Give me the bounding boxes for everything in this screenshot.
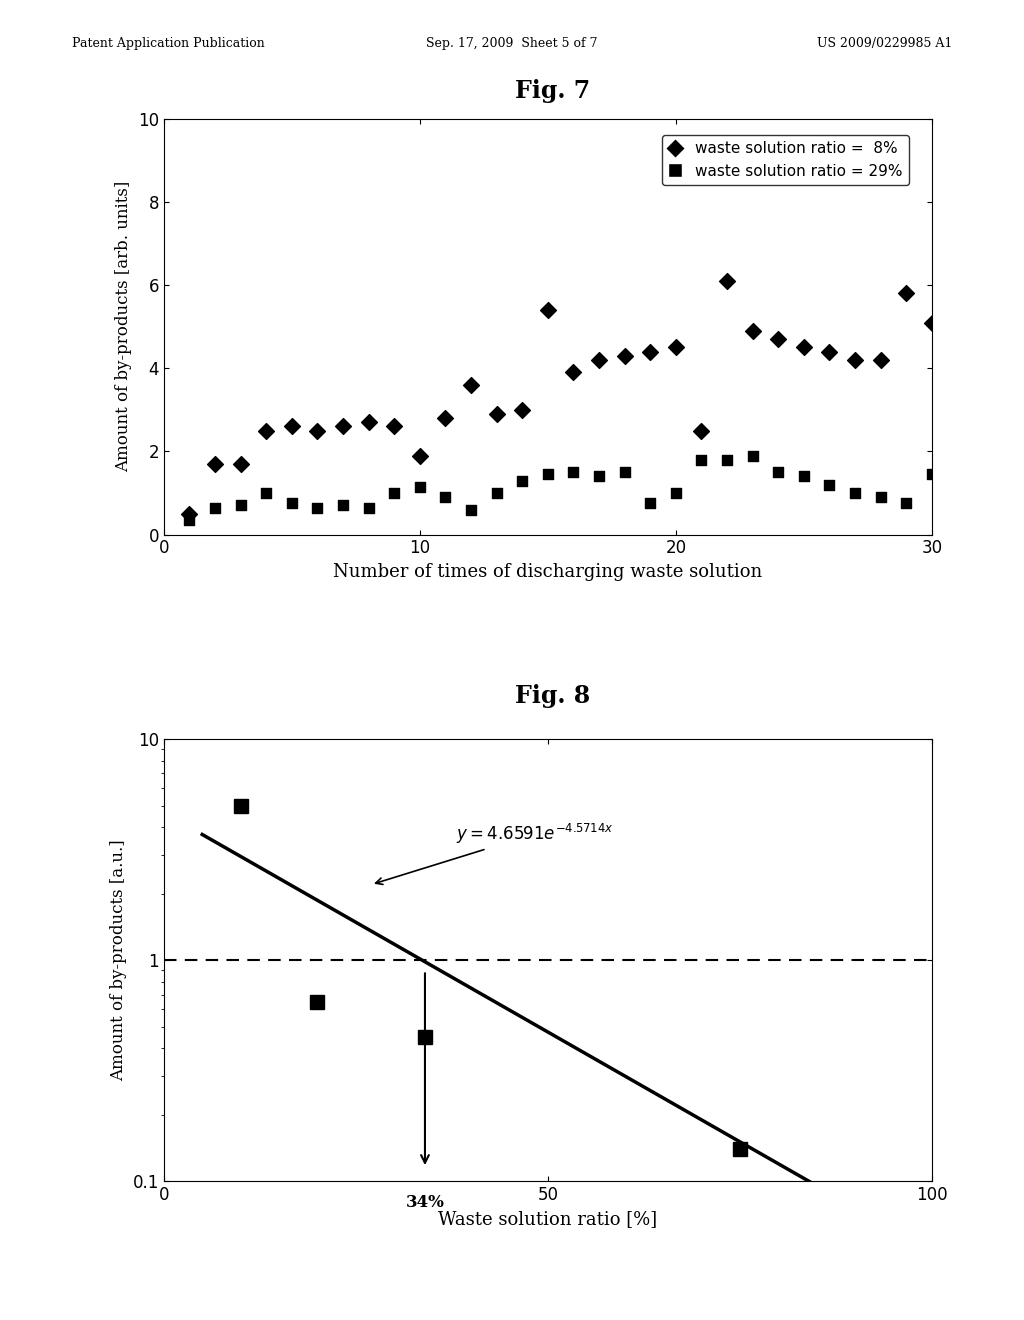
Point [744, 321, 761, 342]
Point [668, 337, 684, 358]
Point [463, 375, 479, 396]
Point [821, 474, 838, 495]
Point [898, 282, 914, 304]
Point [412, 477, 428, 498]
Point [540, 463, 556, 484]
Point [232, 495, 249, 516]
Point [770, 462, 786, 483]
Point [181, 503, 198, 524]
Point [437, 487, 454, 508]
Point [514, 470, 530, 491]
Point [258, 420, 274, 441]
Point [284, 492, 300, 513]
Point [284, 416, 300, 437]
Y-axis label: Amount of by-products [arb. units]: Amount of by-products [arb. units] [116, 181, 132, 473]
Point [437, 408, 454, 429]
Point [898, 492, 914, 513]
Point [207, 453, 223, 474]
Point [642, 341, 658, 362]
Point [744, 445, 761, 466]
Point [924, 463, 940, 484]
X-axis label: Waste solution ratio [%]: Waste solution ratio [%] [438, 1210, 657, 1228]
Text: Fig. 8: Fig. 8 [515, 684, 591, 708]
Point [821, 341, 838, 362]
Point [872, 487, 889, 508]
Point [616, 462, 633, 483]
Point [642, 492, 658, 513]
Point [514, 400, 530, 421]
Point [872, 350, 889, 371]
Point [207, 498, 223, 519]
Point [232, 453, 249, 474]
Point [386, 482, 402, 503]
Text: Patent Application Publication: Patent Application Publication [72, 37, 264, 50]
Point [719, 271, 735, 292]
Y-axis label: Amount of by-products [a.u.]: Amount of by-products [a.u.] [110, 840, 127, 1081]
Point [770, 329, 786, 350]
Point [616, 346, 633, 367]
Point [540, 300, 556, 321]
Point [565, 362, 582, 383]
Text: 34%: 34% [406, 1193, 444, 1210]
Point [309, 498, 326, 519]
Point [309, 420, 326, 441]
Point [693, 420, 710, 441]
Point [924, 312, 940, 333]
Point [258, 482, 274, 503]
Text: Sep. 17, 2009  Sheet 5 of 7: Sep. 17, 2009 Sheet 5 of 7 [426, 37, 598, 50]
Point [463, 499, 479, 520]
Point [181, 510, 198, 531]
Point [565, 462, 582, 483]
Point [591, 466, 607, 487]
Point [796, 466, 812, 487]
Point [335, 416, 351, 437]
Point [668, 482, 684, 503]
Point [719, 449, 735, 470]
Point [847, 350, 863, 371]
Point [693, 449, 710, 470]
Text: US 2009/0229985 A1: US 2009/0229985 A1 [817, 37, 952, 50]
X-axis label: Number of times of discharging waste solution: Number of times of discharging waste sol… [333, 564, 763, 581]
Point [386, 416, 402, 437]
Point [591, 350, 607, 371]
Point [335, 495, 351, 516]
Point [360, 498, 377, 519]
Point [412, 445, 428, 466]
Point [488, 404, 505, 425]
Point [360, 412, 377, 433]
Point [488, 482, 505, 503]
Text: Fig. 7: Fig. 7 [515, 79, 591, 103]
Point [847, 482, 863, 503]
Point [796, 337, 812, 358]
Legend: waste solution ratio =  8%, waste solution ratio = 29%: waste solution ratio = 8%, waste solutio… [662, 135, 909, 185]
Text: $y = 4.6591e^{-4.5714x}$: $y = 4.6591e^{-4.5714x}$ [376, 822, 613, 884]
